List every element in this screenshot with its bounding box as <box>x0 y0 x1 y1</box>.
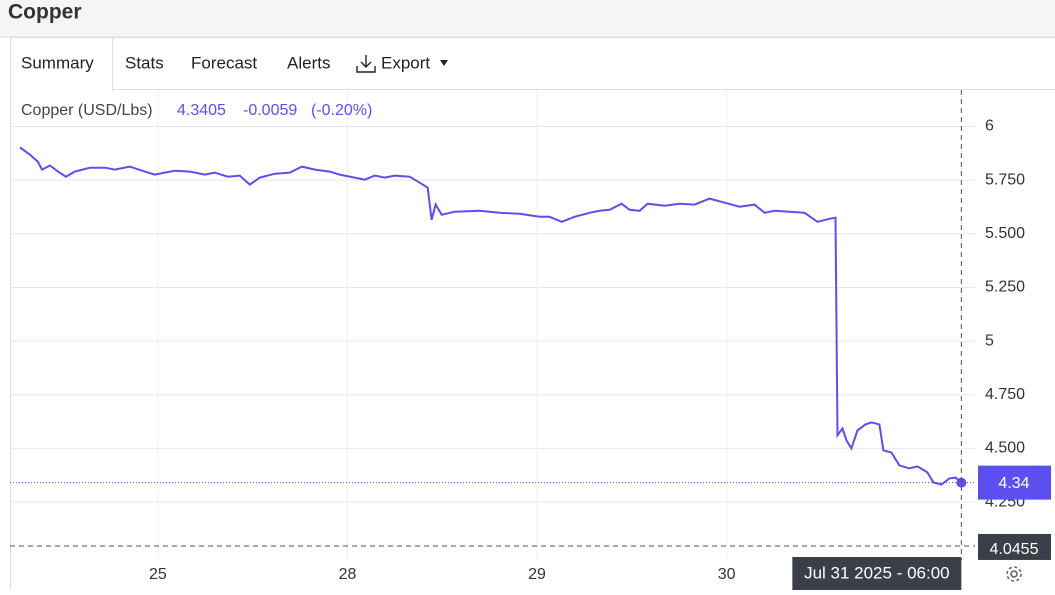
export-icon[interactable] <box>357 55 375 72</box>
tab[interactable]: Export <box>381 53 430 72</box>
y-tick-label: 5.750 <box>985 171 1025 188</box>
tab[interactable]: Alerts <box>287 53 330 72</box>
header-bar <box>0 0 1055 37</box>
y-tick-label: 5.250 <box>985 279 1025 296</box>
legend-price: 4.3405 <box>177 102 226 119</box>
tab[interactable]: Summary <box>21 53 94 72</box>
x-tick-label: 28 <box>339 566 357 583</box>
y-tick-label: 4.500 <box>985 440 1025 457</box>
tab[interactable]: Forecast <box>191 53 257 72</box>
settings-icon[interactable] <box>1007 567 1021 581</box>
panel <box>11 38 1055 591</box>
legend-change-pct: (-0.20%) <box>311 102 372 119</box>
y-tick-label: 4.750 <box>985 386 1025 403</box>
price-label: 4.34 <box>998 475 1029 492</box>
tab[interactable]: Stats <box>125 53 164 72</box>
x-tick-label: 30 <box>718 566 736 583</box>
dropdown-arrow[interactable] <box>440 60 448 66</box>
active-tab-cover <box>11 88 112 92</box>
page-title: Copper <box>8 1 82 24</box>
crosshair-x-label: Jul 31 2025 - 06:00 <box>804 563 950 582</box>
legend-change: -0.0059 <box>243 102 297 119</box>
crosshair-y-label: 4.0455 <box>990 541 1039 558</box>
y-tick-label: 5 <box>985 332 994 349</box>
price-line <box>20 148 961 485</box>
y-tick-label: 6 <box>985 118 994 135</box>
y-tick-label: 5.500 <box>985 225 1025 242</box>
x-tick-label: 25 <box>149 566 167 583</box>
legend-name: Copper (USD/Lbs) <box>21 102 153 119</box>
x-tick-label: 29 <box>528 566 546 583</box>
